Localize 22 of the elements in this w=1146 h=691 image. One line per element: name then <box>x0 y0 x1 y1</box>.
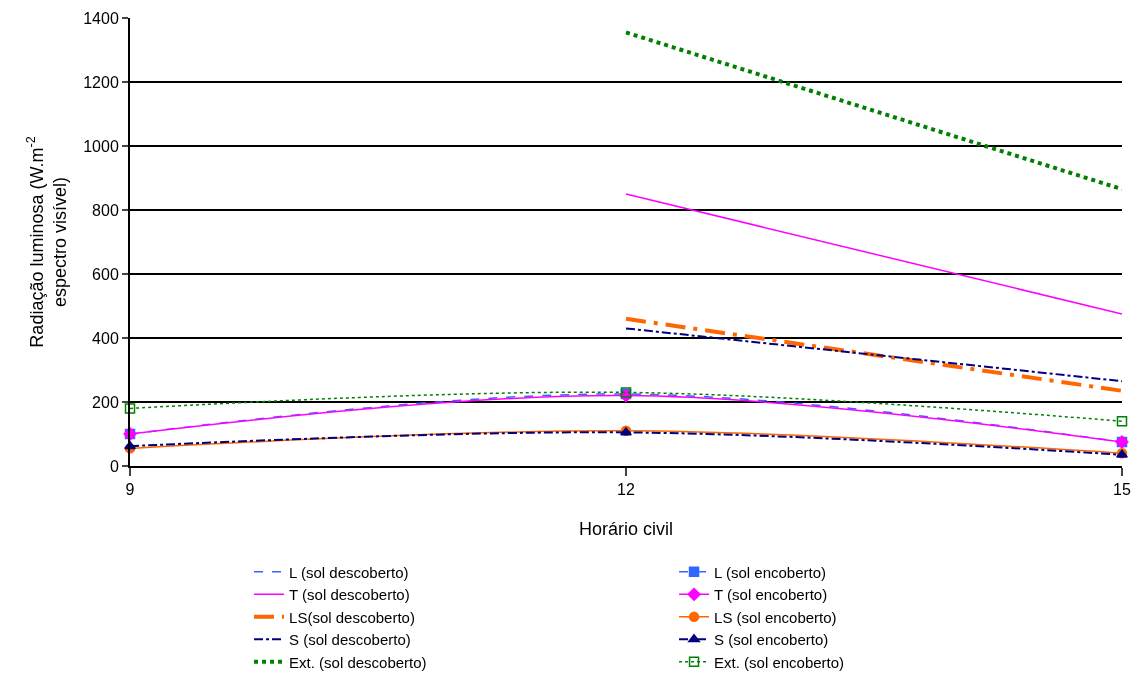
legend-label: LS(sol descoberto) <box>289 608 415 626</box>
y-tick-label: 1200 <box>83 73 119 91</box>
y-tick-label: 400 <box>92 329 119 347</box>
legend-label: Ext. (sol encoberto) <box>714 653 845 671</box>
y-tick-label: 200 <box>92 393 119 411</box>
legend-label: S (sol descoberto) <box>289 631 411 649</box>
legend-label: L (sol descoberto) <box>289 563 409 581</box>
x-axis-title: Horário civil <box>578 518 674 539</box>
legend-label: Ext. (sol descoberto) <box>289 653 427 671</box>
legend-label: T (sol descoberto) <box>289 586 410 604</box>
x-tick-label: 12 <box>617 481 635 499</box>
x-tick-label: 9 <box>125 481 135 499</box>
legend-label: S (sol encoberto) <box>714 631 829 649</box>
y-tick-label: 0 <box>109 457 119 475</box>
y-tick-label: 1400 <box>83 9 119 27</box>
y-tick-label: 1000 <box>83 137 119 155</box>
legend-label: L (sol encoberto) <box>714 563 827 581</box>
x-tick-label: 15 <box>1113 481 1131 499</box>
legend-label: LS (sol encoberto) <box>714 608 837 626</box>
legend-label: T (sol encoberto) <box>714 586 828 604</box>
y-tick-label: 600 <box>92 265 119 283</box>
y-tick-label: 800 <box>92 201 119 219</box>
